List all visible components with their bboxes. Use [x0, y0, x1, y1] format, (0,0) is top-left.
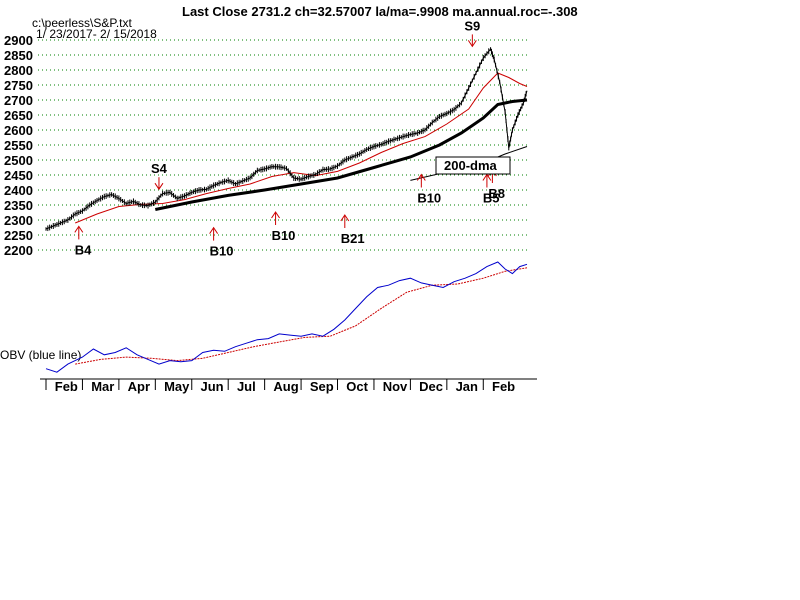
- y-tick-label: 2850: [4, 48, 33, 63]
- y-tick-label: 2500: [4, 153, 33, 168]
- month-label: May: [164, 379, 190, 394]
- month-label: Dec: [419, 379, 443, 394]
- month-label: Feb: [492, 379, 515, 394]
- month-label: Mar: [91, 379, 114, 394]
- signal-s4-arrowhead: [154, 182, 164, 191]
- month-label: Oct: [346, 379, 368, 394]
- y-tick-label: 2450: [4, 168, 33, 183]
- file-label: c:\peerless\S&P.txt: [32, 16, 132, 30]
- month-label: Sep: [310, 379, 334, 394]
- y-tick-label: 2900: [4, 33, 33, 48]
- date-range-label: 1/ 23/2017- 2/ 15/2018: [36, 27, 157, 41]
- ma200-line: [154, 98, 528, 211]
- month-label: Nov: [383, 379, 408, 394]
- signal-b8-label: B8: [488, 186, 505, 201]
- signal-b10-arrowhead: [271, 211, 280, 219]
- signal-b5-label: B5: [483, 191, 500, 206]
- y-tick-label: 2800: [4, 63, 33, 78]
- signal-b4-arrowhead: [74, 225, 84, 233]
- obv-line: [45, 261, 528, 373]
- y-tick-label: 2400: [4, 183, 33, 198]
- y-tick-label: 2600: [4, 123, 33, 138]
- signal-b21-arrowhead: [340, 214, 350, 222]
- signal-s9-label: S9: [464, 18, 480, 33]
- obv-ma-line: [75, 267, 528, 365]
- y-axis-ticks: 2900285028002750270026502600255025002450…: [4, 33, 33, 258]
- month-label: Apr: [128, 379, 150, 394]
- ma-label-box: [435, 156, 511, 175]
- obv-label: OBV (blue line): [0, 348, 81, 362]
- month-label: Feb: [55, 379, 78, 394]
- month-label: Jan: [456, 379, 478, 394]
- grid-lines: [38, 39, 527, 251]
- signal-s9-arrowhead: [467, 40, 477, 48]
- signal-b10-arrowhead: [209, 226, 219, 234]
- month-label: Aug: [273, 379, 298, 394]
- y-tick-label: 2750: [4, 78, 33, 93]
- signal-b10-label: B10: [417, 191, 441, 206]
- price-series-group: [45, 47, 528, 232]
- signal-b10-arrowhead: [416, 173, 426, 181]
- y-tick-label: 2550: [4, 138, 33, 153]
- signal-b4-label: B4: [75, 242, 92, 257]
- y-tick-label: 2300: [4, 213, 33, 228]
- y-tick-label: 2700: [4, 93, 33, 108]
- signal-b21-label: B21: [341, 231, 365, 246]
- month-label: Jun: [201, 379, 224, 394]
- obv-series-group: [45, 261, 528, 373]
- ma-label-text: 200-dma: [444, 158, 498, 173]
- x-axis: Feb Mar Apr May Jun Jul Aug Sep Oct Nov Dec Jan Feb: [40, 378, 537, 394]
- signal-s4-label: S4: [151, 161, 168, 176]
- signal-b10-label: B10: [210, 244, 234, 259]
- ma21-line: [75, 72, 528, 224]
- chart-title: Last Close 2731.2 ch=32.57007 la/ma=.990…: [182, 4, 578, 19]
- month-label: Jul: [237, 379, 256, 394]
- signal-b10-label: B10: [272, 228, 296, 243]
- y-tick-label: 2200: [4, 243, 33, 258]
- y-tick-label: 2350: [4, 198, 33, 213]
- price-line: [45, 47, 528, 230]
- y-tick-label: 2250: [4, 228, 33, 243]
- y-tick-label: 2650: [4, 108, 33, 123]
